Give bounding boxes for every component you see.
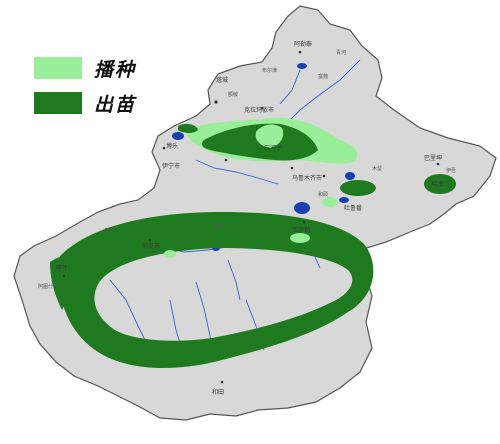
city-dot xyxy=(214,100,218,104)
emergence-area xyxy=(340,180,376,196)
emergence-area xyxy=(424,174,456,194)
city-label: 木垒 xyxy=(372,165,382,172)
city-label: 阿克苏 xyxy=(142,242,160,250)
city-label: 布尔津 xyxy=(262,67,277,74)
city-dot xyxy=(322,174,326,178)
city-dot xyxy=(62,274,66,278)
south-crop-ring xyxy=(50,212,374,368)
city-label: 青河 xyxy=(336,49,346,56)
river xyxy=(279,69,301,105)
city-label: 巴里坤 xyxy=(424,154,442,162)
city-dot xyxy=(290,166,294,170)
city-label: 额敏 xyxy=(228,91,238,98)
city-dot xyxy=(298,50,302,54)
city-label: 库尔勒 xyxy=(292,226,310,234)
city-label: 阿图什市 xyxy=(38,283,58,290)
lake xyxy=(297,63,307,69)
city-dot xyxy=(148,238,152,242)
city-label: 石河子 xyxy=(264,144,282,152)
city-dot xyxy=(260,106,264,110)
sowing-area xyxy=(255,124,284,148)
emergence-label: 出苗 xyxy=(94,94,137,116)
emergence-area xyxy=(178,123,198,133)
lake xyxy=(345,172,355,180)
lake xyxy=(172,132,184,140)
city-dot xyxy=(220,380,224,384)
city-label: 喀什 xyxy=(56,264,68,272)
city-dot xyxy=(436,162,440,166)
river xyxy=(109,279,151,351)
city-labels: 阿勒泰 博乐 伊宁市 石河子 乌鲁木齐市 哈密 吐鲁番 库尔勒 阿克苏 喀什 和… xyxy=(38,40,456,396)
emergence-area xyxy=(58,212,374,368)
city-label: 伊宁市 xyxy=(162,162,180,170)
city-label: 乌鲁木齐市 xyxy=(292,174,322,182)
east-crop-zone xyxy=(322,174,456,207)
city-label: 吐鲁番 xyxy=(344,204,362,212)
city-label: 克拉玛依市 xyxy=(244,106,274,114)
city-label: 乌什 xyxy=(104,227,114,234)
city-label: 和硕 xyxy=(318,191,328,198)
city-label: 哈密 xyxy=(432,180,444,188)
legend-sowing: 播种 xyxy=(34,55,164,81)
sowing-area xyxy=(290,233,310,243)
sowing-swatch xyxy=(34,57,82,79)
city-label: 博乐 xyxy=(166,142,178,150)
sowing-area xyxy=(164,250,176,258)
emergence-swatch xyxy=(34,92,82,114)
river xyxy=(227,259,241,301)
emergence-area xyxy=(50,254,86,310)
sowing-area xyxy=(322,197,338,207)
city-label: 塔城 xyxy=(216,76,228,84)
sowing-label: 播种 xyxy=(94,59,137,81)
city-label: 伊吾 xyxy=(446,167,456,174)
city-label: 阿勒泰 xyxy=(294,40,312,48)
city-dot xyxy=(302,220,306,224)
river xyxy=(285,59,361,125)
city-markers xyxy=(62,50,440,384)
city-label: 和田 xyxy=(212,388,224,396)
lake xyxy=(339,197,349,203)
city-label: 富蕴 xyxy=(318,73,328,80)
city-dot xyxy=(224,158,228,162)
north-crop-zone xyxy=(178,117,358,164)
city-label: 库车 xyxy=(214,223,224,230)
legend-emergence: 出苗 xyxy=(34,90,164,116)
city-dot xyxy=(162,146,166,150)
river xyxy=(195,159,279,185)
lake xyxy=(294,202,310,214)
